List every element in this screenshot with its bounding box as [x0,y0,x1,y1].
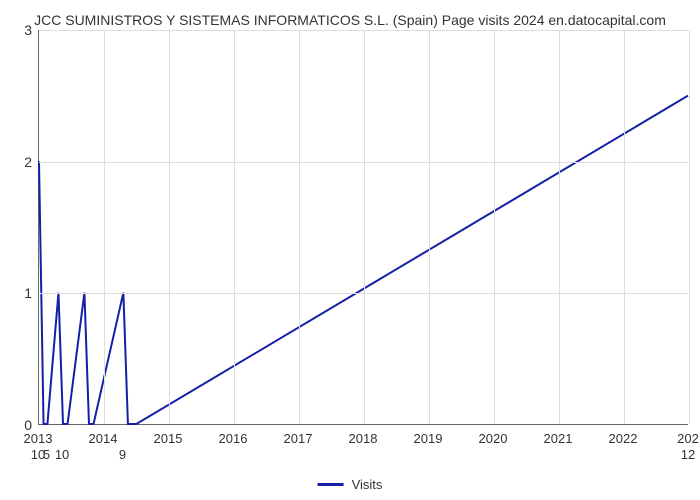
x-tick-label: 2019 [414,431,443,446]
x-tick-label: 2013 [24,431,53,446]
visits-chart: JCC SUMINISTROS Y SISTEMAS INFORMATICOS … [0,0,700,500]
x-tick-label: 2022 [609,431,638,446]
data-point-label: 10 [55,447,69,462]
y-tick-label: 2 [24,154,32,170]
x-tick-label: 2021 [544,431,573,446]
x-tick-label: 2015 [154,431,183,446]
data-point-label: 12 [681,447,695,462]
gridline-vertical [169,30,170,424]
x-tick-label: 2018 [349,431,378,446]
gridline-vertical [364,30,365,424]
gridline-vertical [624,30,625,424]
x-tick-label: 2017 [284,431,313,446]
x-tick-label: 2016 [219,431,248,446]
gridline-vertical [299,30,300,424]
gridline-vertical [494,30,495,424]
plot-area [38,30,688,425]
gridline-vertical [689,30,690,424]
gridline-vertical [234,30,235,424]
y-tick-label: 3 [24,22,32,38]
x-tick-label: 2020 [479,431,508,446]
x-tick-label: 202 [677,431,699,446]
legend-label: Visits [352,477,383,492]
data-point-label: 9 [119,447,126,462]
gridline-vertical [104,30,105,424]
legend-swatch [318,483,344,486]
data-point-label: 5 [43,447,50,462]
gridline-vertical [559,30,560,424]
y-tick-label: 1 [24,285,32,301]
chart-title: JCC SUMINISTROS Y SISTEMAS INFORMATICOS … [34,12,666,28]
legend: Visits [318,477,383,492]
gridline-vertical [429,30,430,424]
x-tick-label: 2014 [89,431,118,446]
